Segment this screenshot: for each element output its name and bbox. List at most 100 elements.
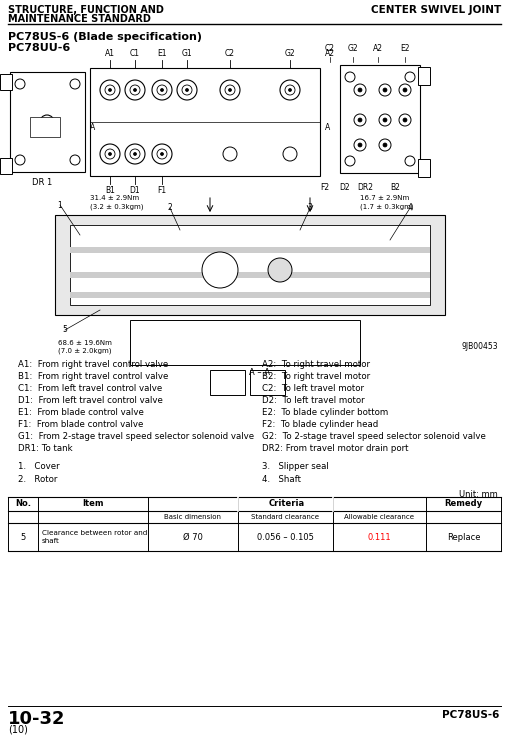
- Text: Remedy: Remedy: [444, 499, 483, 508]
- Circle shape: [133, 88, 136, 91]
- Bar: [10, 72, 85, 172]
- Text: 1.   Cover: 1. Cover: [18, 462, 60, 471]
- Text: 68.6 ± 19.6Nm: 68.6 ± 19.6Nm: [58, 340, 112, 346]
- Text: A2: A2: [325, 49, 335, 58]
- Text: A1:  From right travel control valve: A1: From right travel control valve: [18, 360, 168, 369]
- Text: F1: F1: [157, 186, 166, 195]
- Text: Allowable clearance: Allowable clearance: [345, 514, 414, 520]
- Text: G2: G2: [285, 49, 295, 58]
- Text: PC78US-6 (Blade specification): PC78US-6 (Blade specification): [8, 32, 202, 42]
- Text: 0.056 – 0.105: 0.056 – 0.105: [257, 533, 314, 542]
- Text: PC78UU-6: PC78UU-6: [8, 43, 70, 53]
- Text: 5: 5: [20, 533, 25, 542]
- Text: 2: 2: [167, 204, 173, 212]
- Bar: [418, 159, 430, 177]
- Text: Clearance between rotor and
shaft: Clearance between rotor and shaft: [42, 530, 148, 545]
- Text: G1: G1: [182, 49, 192, 58]
- Text: G1:  From 2-stage travel speed selector solenoid valve: G1: From 2-stage travel speed selector s…: [18, 432, 254, 441]
- Text: 3: 3: [307, 204, 313, 212]
- Circle shape: [229, 88, 232, 91]
- Circle shape: [358, 143, 362, 147]
- Circle shape: [185, 88, 188, 91]
- Text: F2: F2: [321, 183, 329, 192]
- Bar: [70, 225, 430, 305]
- Text: F2:  To blade cylinder head: F2: To blade cylinder head: [262, 420, 378, 429]
- Circle shape: [108, 152, 111, 155]
- Circle shape: [289, 88, 292, 91]
- Bar: [30, 117, 60, 137]
- Bar: [70, 292, 430, 298]
- Text: Ø 70: Ø 70: [183, 533, 203, 542]
- Circle shape: [383, 88, 387, 92]
- Text: Unit: mm: Unit: mm: [459, 490, 498, 499]
- Text: C2: C2: [325, 44, 335, 53]
- Text: DR2: From travel motor drain port: DR2: From travel motor drain port: [262, 444, 409, 453]
- Text: D2:  To left travel motor: D2: To left travel motor: [262, 396, 364, 405]
- Circle shape: [358, 88, 362, 92]
- Text: 1: 1: [58, 201, 63, 210]
- Text: DR 1: DR 1: [32, 178, 52, 187]
- Circle shape: [108, 88, 111, 91]
- Text: B1: B1: [105, 186, 115, 195]
- Text: A2: A2: [373, 44, 383, 53]
- Text: (1.7 ± 0.3kgm): (1.7 ± 0.3kgm): [360, 203, 414, 210]
- Text: Item: Item: [82, 499, 104, 508]
- Text: CENTER SWIVEL JOINT: CENTER SWIVEL JOINT: [371, 5, 501, 15]
- Text: DR2: DR2: [357, 183, 373, 192]
- Text: E1:  From blade control valve: E1: From blade control valve: [18, 408, 144, 417]
- Text: B2: B2: [390, 183, 400, 192]
- Text: A – A: A – A: [249, 368, 270, 377]
- Text: A1: A1: [105, 49, 115, 58]
- Text: E2: E2: [400, 44, 410, 53]
- Text: F1:  From blade control valve: F1: From blade control valve: [18, 420, 144, 429]
- Bar: [418, 67, 430, 85]
- Text: (10): (10): [8, 725, 28, 735]
- Text: Basic dimension: Basic dimension: [164, 514, 221, 520]
- Text: PC78US-6: PC78US-6: [442, 710, 499, 720]
- Circle shape: [358, 118, 362, 122]
- Text: G2:  To 2-stage travel speed selector solenoid valve: G2: To 2-stage travel speed selector sol…: [262, 432, 486, 441]
- Text: 3.   Slipper seal: 3. Slipper seal: [262, 462, 329, 471]
- Text: C1:  From left travel control valve: C1: From left travel control valve: [18, 384, 162, 393]
- Text: (7.0 ± 2.0kgm): (7.0 ± 2.0kgm): [58, 348, 111, 354]
- Text: Replace: Replace: [447, 533, 480, 542]
- Text: 16.7 ± 2.9Nm: 16.7 ± 2.9Nm: [360, 195, 409, 201]
- Text: 10-32: 10-32: [8, 710, 66, 728]
- Text: B1:  From right travel control valve: B1: From right travel control valve: [18, 372, 168, 381]
- Text: D2: D2: [340, 183, 350, 192]
- Text: 4.   Shaft: 4. Shaft: [262, 475, 301, 484]
- Circle shape: [383, 118, 387, 122]
- Bar: [210, 370, 245, 395]
- Text: A: A: [325, 123, 330, 132]
- Circle shape: [383, 143, 387, 147]
- Text: A2:  To right travel motor: A2: To right travel motor: [262, 360, 370, 369]
- Bar: [90, 68, 320, 176]
- Text: B2:  To right travel motor: B2: To right travel motor: [262, 372, 370, 381]
- Bar: [70, 247, 430, 253]
- Circle shape: [403, 118, 407, 122]
- Text: 0.111: 0.111: [367, 533, 391, 542]
- Bar: [55, 215, 445, 315]
- Text: G2: G2: [348, 44, 358, 53]
- Text: DR1: To tank: DR1: To tank: [18, 444, 73, 453]
- Circle shape: [268, 258, 292, 282]
- Text: No.: No.: [15, 499, 31, 508]
- Bar: [250, 370, 285, 395]
- Circle shape: [160, 88, 163, 91]
- Circle shape: [160, 152, 163, 155]
- Text: (3.2 ± 0.3kgm): (3.2 ± 0.3kgm): [90, 203, 144, 210]
- Text: C1: C1: [130, 49, 140, 58]
- Text: D1: D1: [130, 186, 140, 195]
- Text: Criteria: Criteria: [269, 499, 305, 508]
- Text: 5: 5: [63, 325, 67, 334]
- Text: E1: E1: [157, 49, 167, 58]
- Circle shape: [133, 152, 136, 155]
- Bar: [70, 272, 430, 278]
- Text: STRUCTURE, FUNCTION AND: STRUCTURE, FUNCTION AND: [8, 5, 164, 15]
- Text: 4: 4: [408, 204, 412, 212]
- Bar: [0, 158, 12, 174]
- Bar: [340, 65, 420, 173]
- Text: 9JB00453: 9JB00453: [461, 342, 498, 351]
- Circle shape: [202, 252, 238, 288]
- Text: C2: C2: [225, 49, 235, 58]
